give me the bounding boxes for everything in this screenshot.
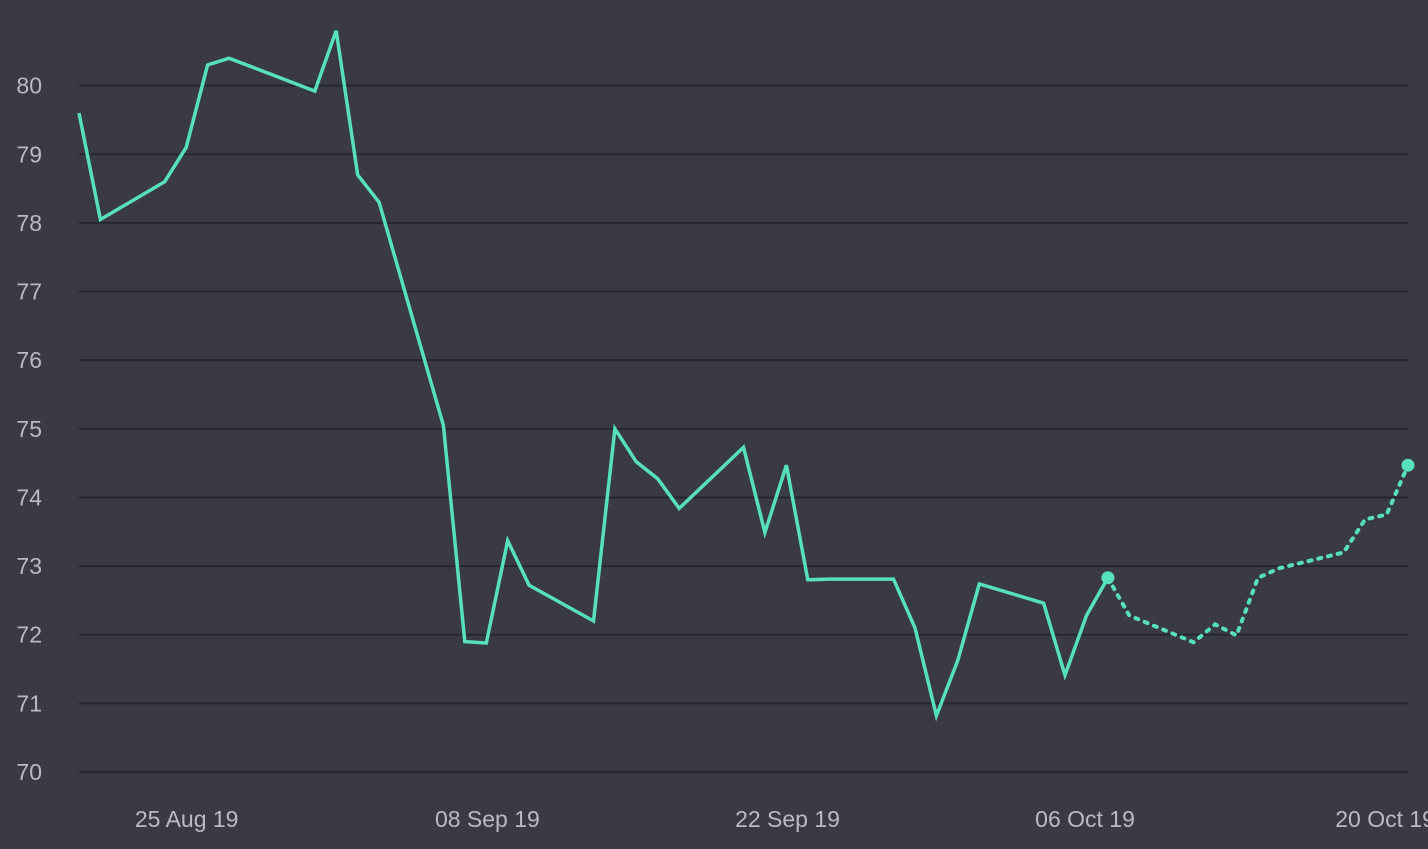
y-tick-label: 72 (16, 622, 42, 648)
x-tick-label: 08 Sep 19 (435, 806, 540, 832)
x-axis: 25 Aug 19 08 Sep 19 22 Sep 19 06 Oct 19 20 O… (135, 806, 1428, 832)
y-tick-label: 76 (16, 347, 42, 373)
y-axis: 70 71 72 73 74 75 76 77 78 79 80 (16, 73, 42, 785)
y-tick-label: 70 (16, 759, 42, 785)
y-tick-label: 78 (16, 210, 42, 236)
forecast-end-point (1401, 458, 1415, 472)
grid-lines (79, 84, 1408, 773)
y-tick-label: 75 (16, 416, 42, 442)
series-lines (77, 30, 1415, 722)
y-tick-label: 71 (16, 690, 42, 716)
y-tick-label: 80 (16, 73, 42, 99)
x-tick-label: 25 Aug 19 (135, 806, 239, 832)
price-series-line (77, 30, 1110, 722)
x-tick-label: 20 Oct 19 (1335, 806, 1428, 832)
x-tick-label: 06 Oct 19 (1035, 806, 1135, 832)
y-tick-label: 73 (16, 553, 42, 579)
y-tick-label: 74 (16, 484, 42, 510)
y-tick-label: 79 (16, 141, 42, 167)
forecast-start-point (1101, 571, 1115, 585)
x-tick-label: 22 Sep 19 (735, 806, 840, 832)
y-tick-label: 77 (16, 279, 42, 305)
forecast-series-line (1105, 463, 1410, 645)
